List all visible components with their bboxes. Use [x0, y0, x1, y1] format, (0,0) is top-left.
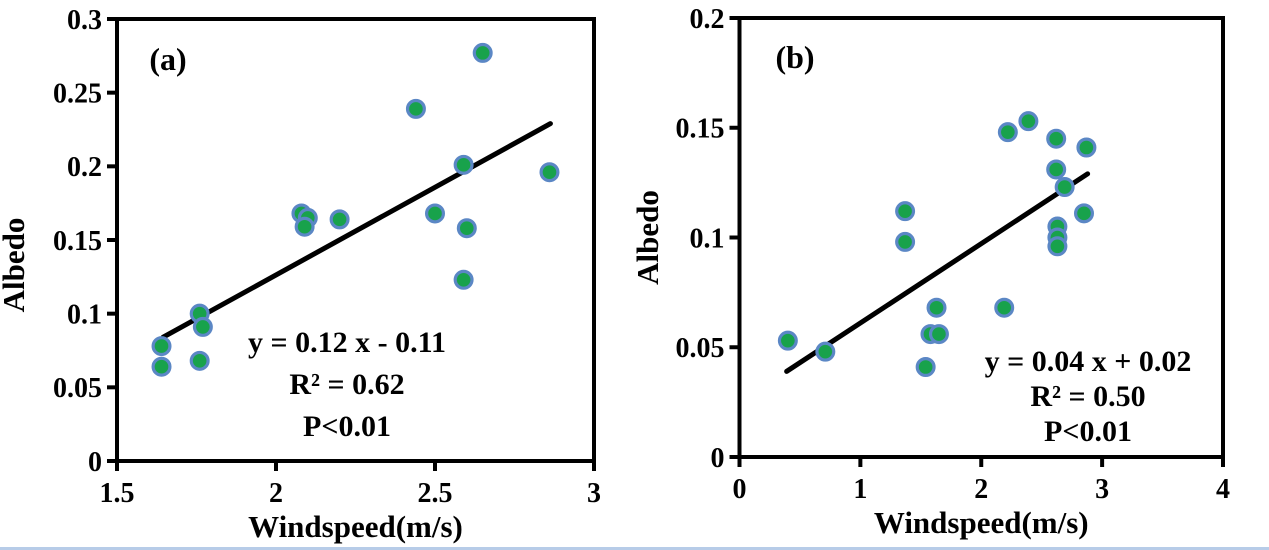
panel-b-data-point	[994, 297, 1015, 318]
panel-b-data-point	[1054, 177, 1075, 198]
panel-b-equation-text: y = 0.04 x + 0.02	[985, 345, 1192, 378]
panel-b-y-tick-label: 0.1	[690, 223, 725, 254]
panel-b-data-point	[1046, 128, 1067, 149]
panel-b-data-point	[928, 324, 949, 345]
panel-a-y-axis-title: Albedo	[0, 218, 31, 313]
panel-b-data-point	[926, 297, 947, 318]
panel-a-data-point	[151, 356, 172, 377]
panel-a-trendline	[160, 121, 553, 340]
panel-a-x-tick-label: 1.5	[100, 478, 135, 509]
panel-b-y-tick-label: 0.2	[690, 4, 725, 35]
panel-b-y-axis-title: Albedo	[630, 190, 665, 285]
panel-a-p-value-text: P<0.01	[303, 410, 391, 443]
panel-a-y-tick-label: 0.25	[53, 78, 102, 109]
panel-a-equation-text: y = 0.12 x - 0.11	[248, 326, 446, 359]
panel-b-data-point	[895, 231, 916, 252]
panel-a-y-tick-label: 0.15	[53, 226, 102, 257]
panel-a-label: (a)	[149, 41, 186, 77]
panel-a-data-point	[151, 336, 172, 357]
panel-b-y-tick-label: 0.05	[676, 333, 725, 364]
panel-a-data-point	[405, 98, 426, 119]
figure-bottom-border	[0, 547, 1269, 550]
panel-a-r-squared-text: R² = 0.62	[289, 368, 404, 401]
panel-a-x-tick-label: 3	[587, 478, 601, 509]
panel-a-data-point	[539, 162, 560, 183]
panel-b-data-point	[997, 122, 1018, 143]
panel-b-data-point	[915, 357, 936, 378]
panel-b-data-point	[1018, 111, 1039, 132]
panel-b-x-tick-label: 1	[853, 474, 867, 505]
panel-b-x-tick-label: 2	[974, 474, 988, 505]
panel-a-data-point	[453, 269, 474, 290]
panel-a-data-point	[453, 154, 474, 175]
panel-a-y-tick-label: 0.3	[67, 5, 102, 36]
panel-b-y-tick-label: 0.15	[676, 114, 725, 145]
panel-b-p-value-text: P<0.01	[1044, 415, 1132, 448]
panel-b-r-squared-text: R² = 0.50	[1030, 380, 1145, 413]
panel-a-x-axis-title: Windspeed(m/s)	[248, 509, 463, 544]
panel-a-y-tick-label: 0.2	[67, 152, 102, 183]
panel-a-y-tick-label: 0	[88, 447, 102, 478]
panel-b-x-axis-title: Windspeed(m/s)	[874, 505, 1089, 540]
panel-a-data-point	[472, 42, 493, 63]
panel-a-data-point	[192, 316, 213, 337]
panel-b-label: (b)	[775, 39, 814, 75]
panel-a-x-tick-label: 2.5	[418, 478, 453, 509]
panel-b-data-point	[777, 330, 798, 351]
panel-a-data-point	[456, 218, 477, 239]
panel-b-data-point	[1076, 137, 1097, 158]
panel-b-x-tick-label: 3	[1095, 474, 1109, 505]
panel-b-data-point	[815, 341, 836, 362]
panel-a-data-point	[294, 216, 315, 237]
panel-b-data-point	[1047, 236, 1068, 257]
panel-b-data-point	[895, 201, 916, 222]
panel-b-data-point	[1046, 159, 1067, 180]
panel-a-data-point	[425, 203, 446, 224]
panel-b-plot-frame	[737, 16, 1225, 459]
panel-b-x-tick-label: 4	[1216, 474, 1230, 505]
panel-a-data-point	[329, 209, 350, 230]
panel-b-y-tick-label: 0	[711, 443, 725, 474]
panel-a-data-point	[189, 350, 210, 371]
panel-a-y-tick-label: 0.05	[53, 373, 102, 404]
panel-b-data-point	[1073, 203, 1094, 224]
panel-b-x-tick-label: 0	[733, 474, 747, 505]
panel-b-trendline	[784, 171, 1091, 374]
panel-a-y-tick-label: 0.1	[67, 299, 102, 330]
panel-a-x-tick-label: 2	[269, 478, 283, 509]
